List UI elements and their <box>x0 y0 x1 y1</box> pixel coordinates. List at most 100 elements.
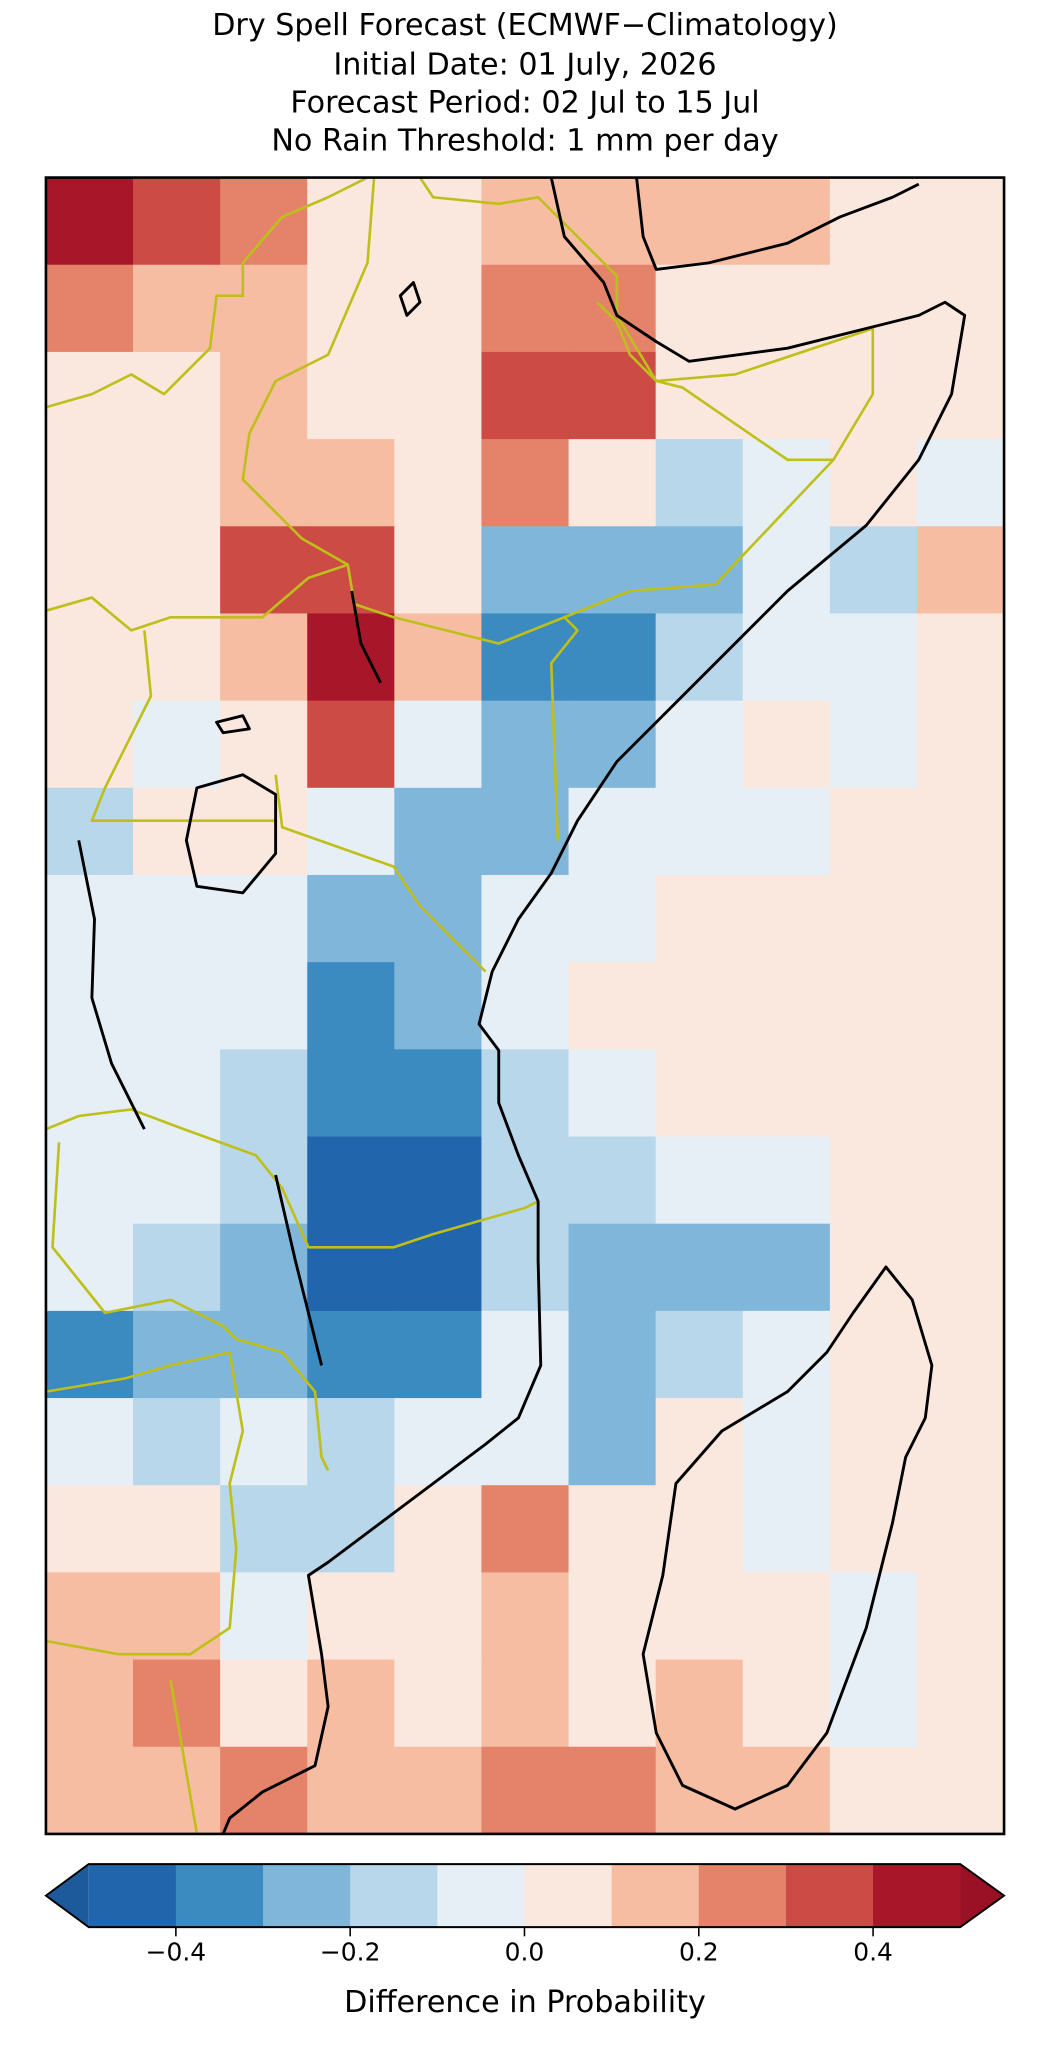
grid-cell <box>133 526 221 615</box>
grid-cell <box>829 1223 918 1312</box>
grid-cell <box>655 700 744 789</box>
grid-cell <box>307 1659 396 1748</box>
grid-cell <box>829 1659 918 1748</box>
grid-cell <box>307 526 396 615</box>
grid-cell <box>742 1572 831 1661</box>
grid-cell <box>568 1136 657 1225</box>
grid-cell <box>742 1136 831 1225</box>
grid-cell <box>568 439 657 527</box>
colorbar-segment <box>88 1864 177 1928</box>
grid-cell <box>307 1746 396 1834</box>
colorbar-segment <box>785 1864 874 1928</box>
grid-cell <box>394 177 483 266</box>
grid-cell <box>220 1659 308 1748</box>
colorbar-extend <box>960 1864 1005 1928</box>
grid-cell <box>742 1485 831 1574</box>
grid-cell <box>45 439 134 527</box>
grid-cell <box>655 1223 744 1312</box>
grid-cell <box>133 1310 221 1399</box>
grid-cell <box>481 526 570 615</box>
grid-cell <box>394 962 483 1050</box>
coastline <box>635 177 920 271</box>
grid-cell <box>829 1485 918 1574</box>
grid-cell <box>916 1572 1005 1661</box>
coastline <box>641 1265 934 1811</box>
grid-cell <box>307 1223 396 1312</box>
grid-cell <box>394 1572 483 1661</box>
lake <box>184 773 278 895</box>
map-frame <box>44 176 1006 1836</box>
colorbar-tick-label: 0.4 <box>853 1937 893 1966</box>
grid-cell <box>916 1659 1005 1748</box>
grid-cell <box>742 1310 831 1399</box>
grid-cell <box>481 1136 570 1225</box>
grid-cell <box>829 962 918 1050</box>
grid-cell <box>133 177 221 266</box>
colorbar-segment <box>437 1864 525 1928</box>
grid-cell <box>568 874 657 963</box>
grid-cell <box>481 351 570 440</box>
grid-cell <box>481 264 570 353</box>
colorbar-label: Difference in Probability <box>344 1985 706 2020</box>
grid-cell <box>307 874 396 963</box>
grid-cell <box>133 1049 221 1138</box>
grid-cell <box>916 787 1005 876</box>
grid-cell <box>829 1136 918 1225</box>
grid-cell <box>307 1310 396 1399</box>
grid-cell <box>655 264 744 353</box>
coastline <box>221 177 967 1834</box>
grid-cell <box>307 264 396 353</box>
grid-cell <box>742 351 831 440</box>
grid-cell <box>394 1310 483 1399</box>
grid-cell <box>481 1223 570 1312</box>
grid-cell <box>133 874 221 963</box>
grid-cell <box>568 1398 657 1486</box>
country-border <box>45 1350 245 1656</box>
grid-cell <box>742 264 831 353</box>
grid-cell <box>742 439 831 527</box>
grid-cell <box>829 1398 918 1486</box>
country-border <box>418 177 834 462</box>
grid-cell <box>742 962 831 1050</box>
grid-cell <box>481 1659 570 1748</box>
grid-cell <box>394 1746 483 1834</box>
grid-cell <box>481 1572 570 1661</box>
grid-cell <box>568 351 657 440</box>
lake <box>215 714 251 735</box>
colorbar-tick-label: −0.4 <box>146 1937 207 1966</box>
grid-cell <box>307 1136 396 1225</box>
grid-cell <box>742 700 831 789</box>
colorbar-segment <box>698 1864 787 1928</box>
colorbar-segment <box>350 1864 438 1928</box>
colorbar-segment <box>611 1864 700 1928</box>
grid-cell <box>394 439 483 527</box>
grid-cell <box>655 439 744 527</box>
grid-cell <box>394 264 483 353</box>
grid-cell <box>394 526 483 615</box>
country-border <box>51 1142 330 1471</box>
grid-cell <box>394 1659 483 1748</box>
grid-cell <box>45 526 134 615</box>
grid-cell <box>220 1572 308 1661</box>
grid-cell <box>742 1049 831 1138</box>
grid-cell <box>481 787 570 876</box>
colorbar-tick-label: 0.2 <box>679 1937 719 1966</box>
grid-cell <box>829 439 918 527</box>
grid-cell <box>307 1398 396 1486</box>
colorbar-tick-label: −0.2 <box>320 1937 381 1966</box>
grid-cell <box>45 700 134 789</box>
grid-cell <box>133 787 221 876</box>
grid-cell <box>655 1398 744 1486</box>
grid-cell <box>220 1049 308 1138</box>
grid-cell <box>481 874 570 963</box>
colorbar-outline <box>44 1863 1006 1929</box>
grid-cell <box>655 1572 744 1661</box>
grid-cell <box>568 613 657 702</box>
grid-cell <box>829 787 918 876</box>
grid-cell <box>829 613 918 702</box>
grid-cell <box>655 1136 744 1225</box>
lake <box>274 1174 323 1366</box>
grid-cell <box>220 962 308 1050</box>
colorbar-segment <box>263 1864 351 1928</box>
